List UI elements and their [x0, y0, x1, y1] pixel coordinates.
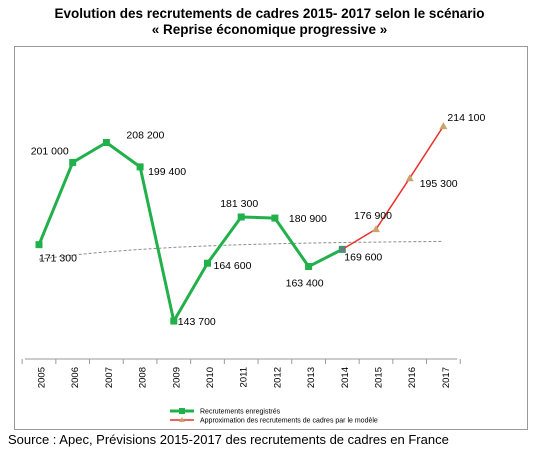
chart-frame: [14, 46, 528, 430]
data-label: 208 200: [126, 130, 164, 142]
x-tick-label: 2014: [340, 367, 351, 388]
legend-label-series-1: Recrutements enregistrés: [200, 409, 281, 416]
series-line-1: [37, 141, 343, 323]
series-1-point: [305, 263, 313, 271]
x-tick-label: 2006: [70, 367, 81, 388]
series-2-point: [405, 174, 414, 182]
data-label: 171 300: [39, 253, 77, 265]
x-tick-label: 2010: [205, 367, 216, 388]
data-label: 180 900: [289, 213, 327, 225]
data-label: 199 400: [148, 166, 186, 178]
trend-line: [38, 240, 444, 260]
legend-marker-series-1: [179, 408, 185, 414]
x-tick-label: 2011: [239, 367, 250, 387]
data-label: 143 700: [178, 316, 216, 328]
x-tick-label: 2005: [37, 367, 48, 388]
series-1-point: [136, 163, 144, 171]
series-1-point: [271, 214, 279, 222]
chart-title-line1: Evolution des recrutements de cadres 201…: [54, 6, 485, 21]
series-1-point: [170, 317, 178, 325]
data-label: 163 400: [286, 278, 324, 290]
chart-title-line2: « Reprise économique progressive »: [151, 22, 388, 37]
x-tick-label: 2008: [138, 367, 149, 388]
series-2-point: [439, 122, 448, 130]
series-2-point: [372, 225, 380, 233]
data-label: 181 300: [220, 198, 258, 210]
data-label: 176 900: [354, 210, 392, 222]
series-1-point: [204, 259, 211, 267]
series-1-point: [102, 139, 110, 147]
x-tick-label: 2013: [306, 367, 317, 388]
series-1-point: [35, 241, 43, 249]
x-tick-label: 2007: [104, 367, 115, 388]
legend-marker-series-2: [179, 417, 185, 422]
chart-title: Evolution des recrutements de cadres 201…: [0, 6, 539, 38]
x-tick-label: 2016: [407, 367, 418, 388]
series-line-2: [341, 125, 445, 251]
series-1-point: [237, 213, 245, 221]
legend-label-series-2: Approximation des recrutements de cadres…: [200, 418, 378, 425]
data-label: 164 600: [214, 260, 252, 272]
x-tick-label: 2012: [272, 367, 283, 388]
series-1-point: [69, 158, 77, 166]
source-note: Source : Apec, Prévisions 2015-2017 des …: [8, 432, 449, 447]
junction-marker: [338, 245, 346, 253]
data-label: 169 600: [344, 251, 382, 263]
data-label: 214 100: [447, 112, 485, 124]
data-label: 201 000: [31, 145, 69, 157]
x-tick-label: 2017: [441, 367, 452, 388]
data-label: 195 300: [420, 178, 458, 190]
x-tick-label: 2015: [374, 367, 385, 388]
x-tick-label: 2009: [171, 367, 182, 388]
